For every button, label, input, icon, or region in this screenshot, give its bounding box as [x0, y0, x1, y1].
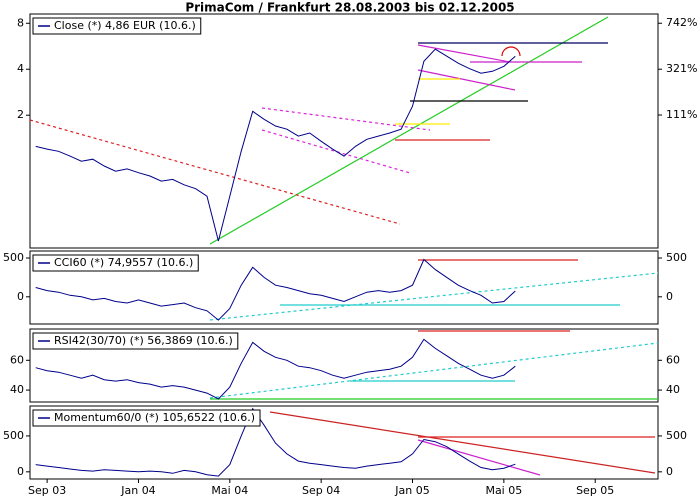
- trend-line: [261, 107, 431, 131]
- series-line: [35, 258, 516, 321]
- legend-label: CCI60 (*) 74,9557 (10.6.): [54, 256, 193, 269]
- x-tick-label: Sep 03: [28, 484, 66, 497]
- panel-frame: [29, 13, 659, 249]
- legend-label: Close (*) 4,86 EUR (10.6.): [54, 19, 196, 32]
- trend-line: [417, 44, 511, 63]
- y-tick-label: 0: [666, 465, 673, 478]
- series-line: [35, 338, 516, 400]
- legend-box: [32, 409, 261, 427]
- y-tick-label: 0: [17, 465, 24, 478]
- series-line: [35, 407, 516, 477]
- legend-box: [32, 17, 202, 35]
- y-tick-label: 0: [17, 290, 24, 303]
- y2-tick-label: 111%: [666, 108, 697, 121]
- trend-line: [417, 69, 516, 91]
- y-tick-label: 8: [17, 16, 24, 29]
- trend-line: [29, 119, 401, 225]
- trend-arc: [501, 46, 521, 57]
- x-tick-label: Jan 04: [120, 484, 155, 497]
- legend-box: [32, 332, 239, 350]
- trend-line: [269, 411, 656, 474]
- y-tick-label: 60: [666, 353, 680, 366]
- legend-label: RSI42(30/70) (*) 56,3869 (10.6.): [54, 334, 233, 347]
- y-tick-label: 40: [666, 383, 680, 396]
- y2-tick-label: 742%: [666, 16, 697, 29]
- y-tick-label: 4: [17, 62, 24, 75]
- legend-label: Momentum60/0 (*) 105,6522 (10.6.): [54, 411, 255, 424]
- x-tick-label: Mai 04: [211, 484, 248, 497]
- y-tick-label: 0: [666, 290, 673, 303]
- trend-line: [209, 16, 609, 245]
- y-tick-label: 500: [666, 251, 687, 264]
- y-tick-label: 40: [10, 383, 24, 396]
- x-tick-label: Mai 05: [485, 484, 522, 497]
- y-tick-label: 500: [3, 251, 24, 264]
- x-tick-label: Jan 05: [394, 484, 429, 497]
- y-tick-label: 60: [10, 353, 24, 366]
- legend-box: [32, 254, 199, 272]
- trend-lines: [29, 16, 659, 476]
- chart-title: PrimaCom / Frankfurt 28.08.2003 bis 02.1…: [185, 1, 514, 15]
- y-tick-label: 500: [3, 429, 24, 442]
- x-tick-label: Sep 04: [302, 484, 340, 497]
- y-tick-label: 500: [666, 429, 687, 442]
- y-tick-label: 2: [17, 108, 24, 121]
- y2-tick-label: 321%: [666, 62, 697, 75]
- trend-line: [417, 439, 541, 476]
- trend-line: [261, 129, 411, 174]
- panel-frame: [29, 328, 659, 403]
- series-line: [35, 48, 516, 242]
- x-tick-label: Sep 05: [576, 484, 614, 497]
